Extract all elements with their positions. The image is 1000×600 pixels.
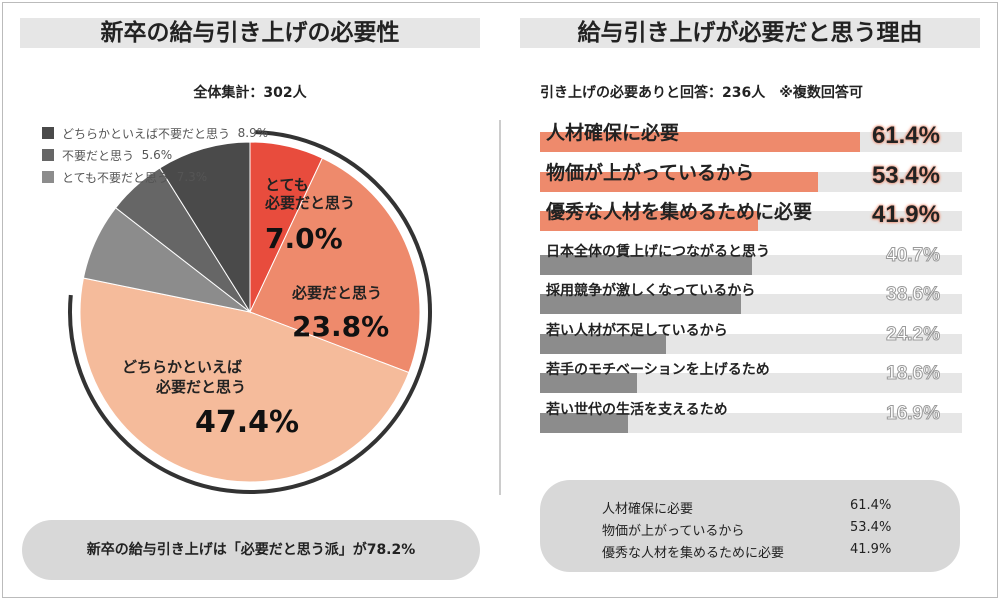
conclusion-text: 新卒の給与引き上げは「必要だと思う派」が78.2% (86, 542, 416, 558)
bar-row: 若手のモチベーションを上げるため 18.6% (540, 357, 962, 397)
bar-label: 人材確保に必要 (546, 122, 680, 144)
bar-fill (540, 294, 742, 314)
bar-label: 若い人材が不足しているから (546, 322, 728, 339)
bar-fill (540, 333, 667, 354)
bar-row: 採用競争が激しくなっているから 38.6% (540, 278, 962, 318)
total-count: 全体集計：302人 (193, 85, 307, 101)
bar-fill (540, 412, 629, 433)
legend-item: とても不要だと思う 7.3% (42, 166, 268, 188)
bar-label: 若手のモチベーションを上げるため (546, 362, 770, 378)
summary-label: 人材確保に必要 (602, 502, 694, 517)
slice-value: 23.8% (292, 310, 389, 343)
legend-swatch (42, 171, 54, 183)
bar-fill (540, 132, 860, 152)
legend-value: 7.3% (176, 170, 208, 184)
slice-label: 必要だと思う (291, 284, 382, 302)
summary-label: 優秀な人材を集めるために必要 (602, 546, 785, 561)
summary-row: 人材確保に必要 61.4% (602, 498, 891, 517)
summary-value: 53.4% (850, 520, 892, 535)
bar-row: 日本全体の賃上げにつながると思う 40.7% (540, 239, 962, 279)
bar-label: 若い世代の生活を支えるため (546, 401, 728, 418)
legend-value: 8.9% (237, 126, 269, 140)
summary-value: 61.4% (850, 498, 892, 513)
pie-slice (79, 277, 410, 483)
summary-value: 41.9% (850, 542, 892, 557)
pie-chart: とても必要だと思う7.0%必要だと思う23.8%どちらかといえば必要だと思う47… (68, 130, 432, 494)
bar-value: 38.6% (886, 284, 941, 306)
bar-row: 優秀な人材を集めるために必要 41.9% (540, 199, 962, 239)
bar-fill (540, 211, 759, 231)
bar-row: 若い人材が不足しているから 24.2% (540, 318, 962, 358)
bar-label: 日本全体の賃上げにつながると思う (546, 243, 770, 260)
legend-value: 5.6% (141, 148, 173, 162)
summary-box: 人材確保に必要 61.4% 物価が上がっているから 53.4% 優秀な人材を集めるた… (540, 480, 960, 572)
right-subtitle: 引き上げの必要ありと回答：236人 ※複数回答可 (540, 85, 863, 101)
pie-slice (159, 141, 251, 314)
slice-value: 47.4% (195, 405, 299, 440)
slice-label: 必要だと思う (264, 194, 355, 212)
legend-label: どちらかといえば不要だと思う (62, 126, 231, 141)
bar-value: 18.6% (886, 363, 941, 385)
left-title: 新卒の給与引き上げの必要性 (20, 18, 480, 48)
legend-swatch (42, 127, 54, 139)
right-title: 給与引き上げが必要だと思う理由 (520, 18, 980, 48)
bar-fill (540, 373, 637, 393)
legend-swatch (42, 149, 54, 161)
summary-row: 物価が上がっているから 53.4% (602, 520, 891, 539)
bar-row: 人材確保に必要 61.4% (540, 120, 962, 160)
bar-fill (540, 171, 819, 192)
bar-value: 16.9% (886, 402, 941, 424)
slice-label: どちらかといえば (122, 358, 242, 376)
bar-track (540, 373, 962, 393)
bar-chart: 人材確保に必要 61.4% 物価が上がっているから 53.4% 優秀な人材を集め… (540, 120, 962, 436)
bar-value: 24.2% (886, 323, 941, 345)
legend-label: 不要だと思う (62, 148, 135, 163)
bar-value: 41.9% (871, 201, 940, 228)
bar-track (540, 412, 962, 433)
outer-arc (68, 130, 432, 494)
bar-label: 採用競争が激しくなっているから (546, 283, 756, 299)
bar-value: 61.4% (871, 122, 940, 149)
bar-label: 優秀な人材を集めるために必要 (546, 201, 813, 223)
bar-label: 物価が上がっているから (546, 161, 755, 184)
slice-label: 必要だと思う (155, 378, 246, 396)
legend-item: 不要だと思う 5.6% (42, 144, 268, 166)
conclusion-box: 新卒の給与引き上げは「必要だと思う派」が78.2% (22, 520, 480, 580)
summary-row: 優秀な人材を集めるために必要 41.9% (602, 542, 891, 561)
bar-value: 40.7% (886, 244, 941, 266)
legend-item: どちらかといえば不要だと思う 8.9% (42, 122, 268, 144)
divider (499, 120, 501, 495)
slice-label: とても (265, 176, 309, 194)
summary-label: 物価が上がっているから (602, 524, 745, 539)
slice-value: 7.0% (265, 222, 343, 255)
bar-fill (540, 254, 753, 275)
legend-label: とても不要だと思う (62, 170, 170, 185)
pie-legend: どちらかといえば不要だと思う 8.9% 不要だと思う 5.6% とても不要だと思… (42, 122, 268, 188)
bar-row: 若い世代の生活を支えるため 16.9% (540, 397, 962, 437)
pie-slice (249, 157, 421, 374)
bar-value: 53.4% (871, 161, 940, 189)
bar-row: 物価が上がっているから 53.4% (540, 160, 962, 200)
